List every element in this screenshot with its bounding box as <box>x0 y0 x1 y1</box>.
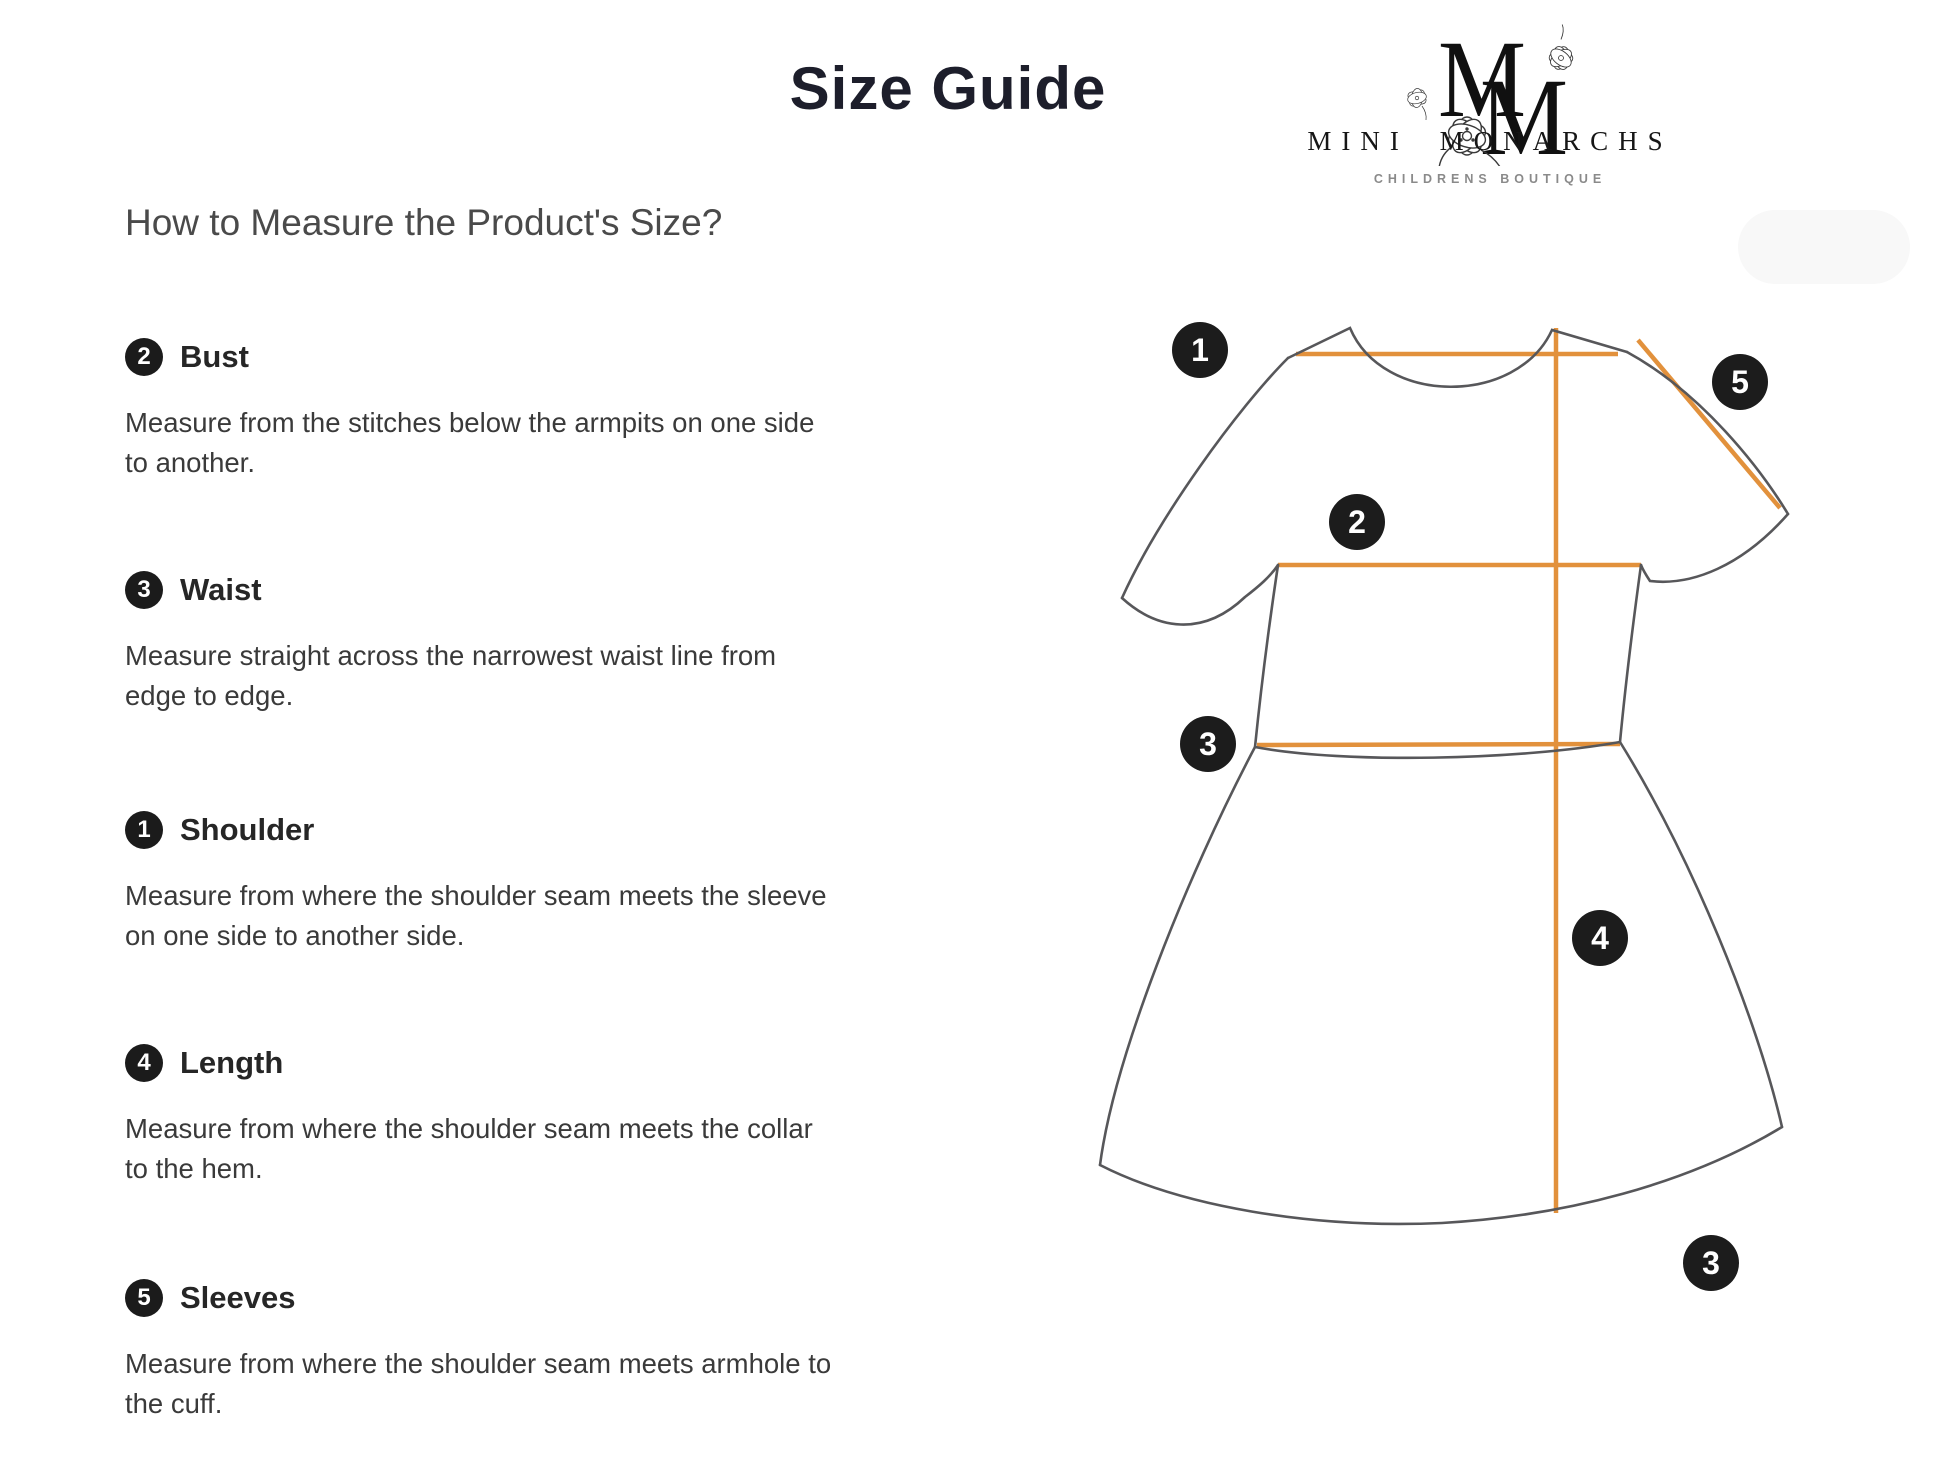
svg-text:M: M <box>1480 56 1568 166</box>
brand-name: MINI MONARCHS <box>1307 126 1673 156</box>
length-description: Measure from where the shoulder seam mee… <box>125 1113 813 1184</box>
length-number-badge: 4 <box>125 1044 163 1082</box>
sleeves-description: Measure from where the shoulder seam mee… <box>125 1348 832 1419</box>
shoulder-number-badge: 1 <box>125 811 163 849</box>
diagram-badge-length: 4 <box>1572 910 1628 966</box>
page-title: Size Guide <box>789 55 1107 123</box>
sleeves-number-badge: 5 <box>125 1279 163 1317</box>
brand-logo-monogram-icon: M M <box>1407 18 1574 166</box>
dress-silhouette <box>1100 328 1788 1224</box>
measure-section-length: 4 Length Measure from where the shoulder… <box>125 1044 865 1188</box>
measure-section-bust: 2 Bust Measure from the stitches below t… <box>125 338 865 482</box>
howto-heading: How to Measure the Product's Size? <box>125 202 723 243</box>
bust-description: Measure from the stitches below the armp… <box>125 407 815 478</box>
flower-ornament-icon <box>1407 24 1574 166</box>
waist-measure-line <box>1256 741 1621 748</box>
diagram-badge-sleeves: 5 <box>1712 354 1768 410</box>
faint-watermark <box>1738 210 1910 284</box>
measure-section-waist: 3 Waist Measure straight across the narr… <box>125 571 865 715</box>
diagram-badge-waist-bottom: 3 <box>1683 1235 1739 1291</box>
brand-tagline: CHILDRENS BOUTIQUE <box>1373 172 1607 186</box>
measurement-lines <box>1256 328 1782 1213</box>
bust-number-badge: 2 <box>125 338 163 376</box>
length-title: Length <box>180 1045 284 1080</box>
sleeves-title: Sleeves <box>180 1280 296 1315</box>
shoulder-description: Measure from where the shoulder seam mee… <box>125 880 827 951</box>
dress-outline <box>1098 326 1790 1226</box>
shoulder-title: Shoulder <box>180 812 315 847</box>
diagram-badge-bust: 2 <box>1329 494 1385 550</box>
bust-title: Bust <box>180 339 249 374</box>
diagram-badge-waist: 3 <box>1180 716 1236 772</box>
measure-section-shoulder: 1 Shoulder Measure from where the should… <box>125 811 865 955</box>
svg-text:M: M <box>1438 18 1526 140</box>
waist-description: Measure straight across the narrowest wa… <box>125 640 777 711</box>
waist-title: Waist <box>180 572 262 607</box>
sleeve-measure-line <box>1636 338 1782 510</box>
diagram-badge-shoulder: 1 <box>1172 322 1228 378</box>
waist-number-badge: 3 <box>125 571 163 609</box>
measure-section-sleeves: 5 Sleeves Measure from where the shoulde… <box>125 1279 865 1423</box>
